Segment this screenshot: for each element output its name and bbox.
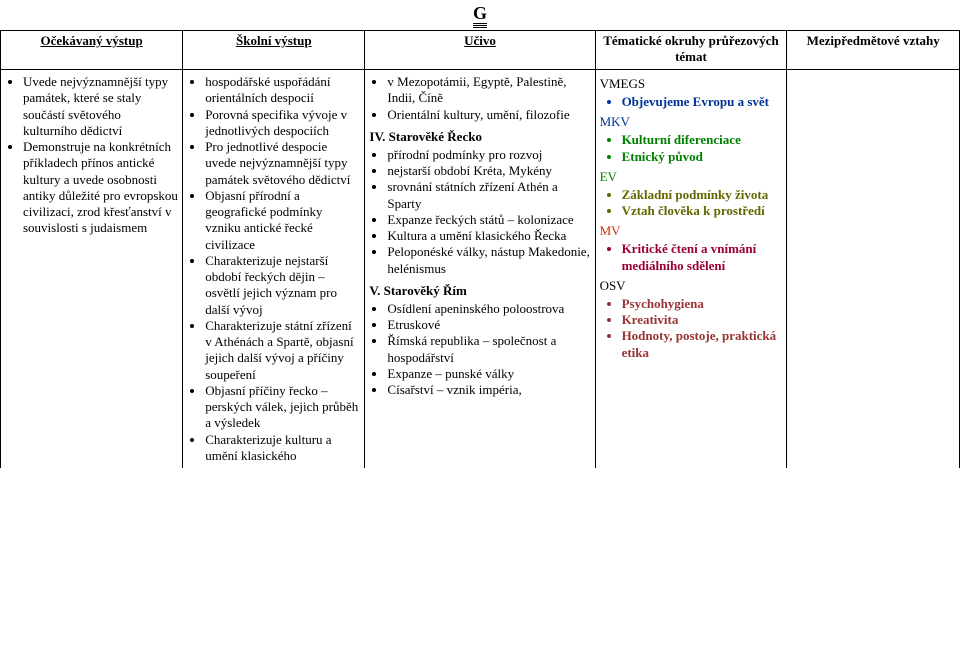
group-title-mkv: MKV xyxy=(600,114,783,130)
group-title-ev: EV xyxy=(600,169,783,185)
list-item: hospodářské uspořádání orientálních desp… xyxy=(205,74,360,107)
list-item: Charakterizuje státní zřízení v Athénách… xyxy=(205,318,360,383)
list-item: Charakterizuje kulturu a umění klasickéh… xyxy=(205,432,360,465)
list-item: Pro jednotlivé despocie uvede nejvýznamn… xyxy=(205,139,360,188)
list-item: Psychohygiena xyxy=(622,296,783,312)
list-item: Kreativita xyxy=(622,312,783,328)
list-item: přírodní podmínky pro rozvoj xyxy=(387,147,590,163)
header-school-output: Školní výstup xyxy=(183,31,365,70)
group-title-vmegs: VMEGS xyxy=(600,76,783,92)
list-item: Objasní přírodní a geografické podmínky … xyxy=(205,188,360,253)
list-item: Kultura a umění klasického Řecka xyxy=(387,228,590,244)
curriculum-table: Očekávaný výstup Školní výstup Učivo Tém… xyxy=(0,30,960,468)
content-row: Uvede nejvýznamnější typy památek, které… xyxy=(1,70,960,469)
list-item: Kritické čtení a vnímání mediálního sděl… xyxy=(622,241,783,274)
list-item: Porovná specifika vývoje v jednotlivých … xyxy=(205,107,360,140)
group-title-mv: MV xyxy=(600,223,783,239)
section-heading-rim: V. Starověký Řím xyxy=(369,283,590,299)
list-item: Císařství – vznik impéria, xyxy=(387,382,590,398)
list-item: Římská republika – společnost a hospodář… xyxy=(387,333,590,366)
list-item: Uvede nejvýznamnější typy památek, které… xyxy=(23,74,178,139)
list-item: Demonstruje na konkrétních příkladech př… xyxy=(23,139,178,237)
cell-thematic-areas: VMEGS Objevujeme Evropu a svět MKV Kultu… xyxy=(595,70,787,469)
list-item: Objasní příčiny řecko – perských válek, … xyxy=(205,383,360,432)
cell-expected-output: Uvede nejvýznamnější typy památek, které… xyxy=(1,70,183,469)
list-item: Expanze – punské války xyxy=(387,366,590,382)
list-item: Vztah člověka k prostředí xyxy=(622,203,783,219)
cell-subject-matter: v Mezopotámii, Egyptě, Palestině, Indii,… xyxy=(365,70,595,469)
list-item: srovnání státních zřízení Athén a Sparty xyxy=(387,179,590,212)
cell-school-output: hospodářské uspořádání orientálních desp… xyxy=(183,70,365,469)
list-item: Základní podmínky života xyxy=(622,187,783,203)
list-item: Osídlení apeninského poloostrova xyxy=(387,301,590,317)
list-item: v Mezopotámii, Egyptě, Palestině, Indii,… xyxy=(387,74,590,107)
header-subject-matter: Učivo xyxy=(365,31,595,70)
list-item: Charakterizuje nejstarší období řeckých … xyxy=(205,253,360,318)
section-heading-recko: IV. Starověké Řecko xyxy=(369,129,590,145)
list-item: Etnický původ xyxy=(622,149,783,165)
header-thematic-areas: Tématické okruhy průřezových témat xyxy=(595,31,787,70)
group-title-osv: OSV xyxy=(600,278,783,294)
list-item: Orientální kultury, umění, filozofie xyxy=(387,107,590,123)
list-item: Hodnoty, postoje, praktická etika xyxy=(622,328,783,361)
logo-underline-icon xyxy=(471,23,489,28)
header-row: Očekávaný výstup Školní výstup Učivo Tém… xyxy=(1,31,960,70)
list-item: Etruskové xyxy=(387,317,590,333)
cell-cross-subject xyxy=(787,70,960,469)
logo: G xyxy=(471,4,489,28)
list-item: Kulturní diferenciace xyxy=(622,132,783,148)
header-expected-output: Očekávaný výstup xyxy=(1,31,183,70)
list-item: nejstarší období Kréta, Mykény xyxy=(387,163,590,179)
list-item: Expanze řeckých států – kolonizace xyxy=(387,212,590,228)
list-item: Peloponéské války, nástup Makedonie, hel… xyxy=(387,244,590,277)
header-cross-subject: Mezipředmětové vztahy xyxy=(787,31,960,70)
list-item: Objevujeme Evropu a svět xyxy=(622,94,783,110)
logo-letter: G xyxy=(471,4,489,22)
